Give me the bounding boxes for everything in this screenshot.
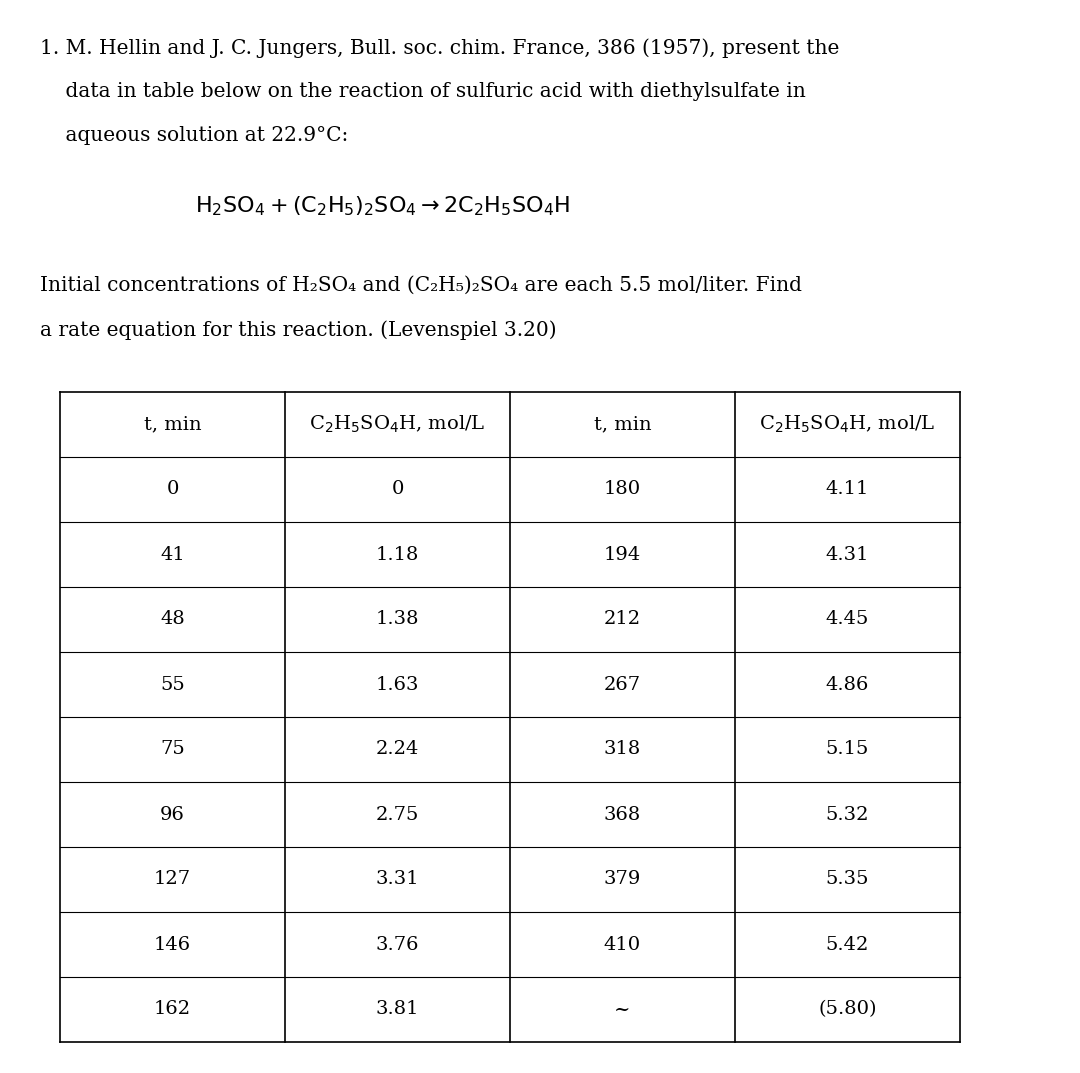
Text: 3.76: 3.76 (376, 936, 419, 954)
Text: 4.11: 4.11 (826, 481, 869, 499)
Text: t, min: t, min (144, 415, 201, 433)
Text: 96: 96 (160, 806, 185, 823)
Text: 48: 48 (160, 611, 185, 629)
Text: 127: 127 (154, 870, 191, 888)
Text: 4.86: 4.86 (826, 676, 869, 693)
Text: 2.24: 2.24 (376, 740, 419, 759)
Text: 4.45: 4.45 (826, 611, 869, 629)
Text: 368: 368 (604, 806, 642, 823)
Text: 162: 162 (154, 1000, 191, 1018)
Text: a rate equation for this reaction. (Levenspiel 3.20): a rate equation for this reaction. (Leve… (40, 320, 556, 340)
Text: 0: 0 (166, 481, 178, 499)
Text: 146: 146 (154, 936, 191, 954)
Text: 379: 379 (604, 870, 642, 888)
Text: Initial concentrations of H₂SO₄ and (C₂H₅)₂SO₄ are each 5.5 mol/liter. Find: Initial concentrations of H₂SO₄ and (C₂H… (40, 276, 802, 295)
Text: 1.18: 1.18 (376, 545, 419, 563)
Text: 41: 41 (160, 545, 185, 563)
Text: 5.42: 5.42 (826, 936, 869, 954)
Text: 3.31: 3.31 (376, 870, 419, 888)
Text: data in table below on the reaction of sulfuric acid with diethylsulfate in: data in table below on the reaction of s… (40, 82, 806, 101)
Text: 2.75: 2.75 (376, 806, 419, 823)
Text: 194: 194 (604, 545, 642, 563)
Text: 180: 180 (604, 481, 642, 499)
Text: 5.35: 5.35 (826, 870, 869, 888)
Text: 3.81: 3.81 (376, 1000, 419, 1018)
Text: 1.38: 1.38 (376, 611, 419, 629)
Text: aqueous solution at 22.9°C:: aqueous solution at 22.9°C: (40, 126, 349, 145)
Text: 4.31: 4.31 (826, 545, 869, 563)
Text: 212: 212 (604, 611, 642, 629)
Text: (5.80): (5.80) (819, 1000, 877, 1018)
Text: 5.15: 5.15 (826, 740, 869, 759)
Text: 267: 267 (604, 676, 642, 693)
Text: $\mathsf{H_2SO_4 + (C_2H_5)_2SO_4 \rightarrow 2C_2H_5SO_4H}$: $\mathsf{H_2SO_4 + (C_2H_5)_2SO_4 \right… (195, 194, 570, 218)
Text: 410: 410 (604, 936, 642, 954)
Text: ~: ~ (615, 1000, 631, 1018)
Text: 1. M. Hellin and J. C. Jungers, Bull. soc. chim. France, 386 (1957), present the: 1. M. Hellin and J. C. Jungers, Bull. so… (40, 38, 839, 58)
Text: 0: 0 (391, 481, 404, 499)
Text: 55: 55 (160, 676, 185, 693)
Text: t, min: t, min (594, 415, 651, 433)
Text: 318: 318 (604, 740, 642, 759)
Text: 75: 75 (160, 740, 185, 759)
Text: 1.63: 1.63 (376, 676, 419, 693)
Text: C$_2$H$_5$SO$_4$H, mol/L: C$_2$H$_5$SO$_4$H, mol/L (309, 414, 486, 436)
Text: 5.32: 5.32 (826, 806, 869, 823)
Text: C$_2$H$_5$SO$_4$H, mol/L: C$_2$H$_5$SO$_4$H, mol/L (759, 414, 935, 436)
